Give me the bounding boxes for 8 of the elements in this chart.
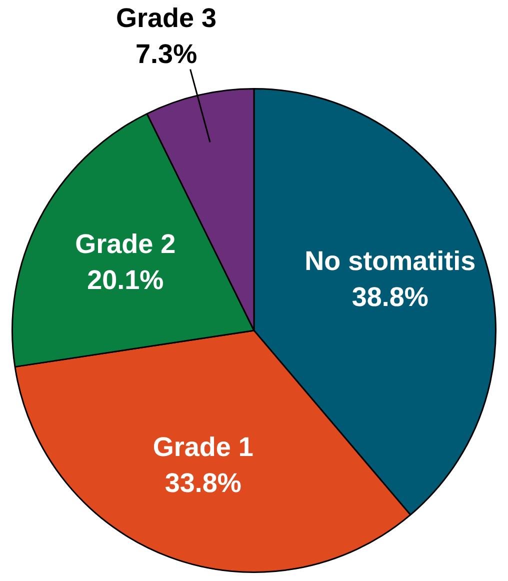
data-label: 38.8% bbox=[352, 282, 428, 312]
data-label: 7.3% bbox=[136, 38, 198, 69]
slice-label: Grade 1 bbox=[152, 432, 254, 462]
slice-label: Grade 3 bbox=[116, 2, 217, 33]
slice-label: Grade 2 bbox=[75, 228, 176, 259]
slice-label: No stomatitis bbox=[304, 246, 476, 276]
data-label: 33.8% bbox=[164, 468, 242, 498]
data-label: 20.1% bbox=[87, 264, 164, 295]
